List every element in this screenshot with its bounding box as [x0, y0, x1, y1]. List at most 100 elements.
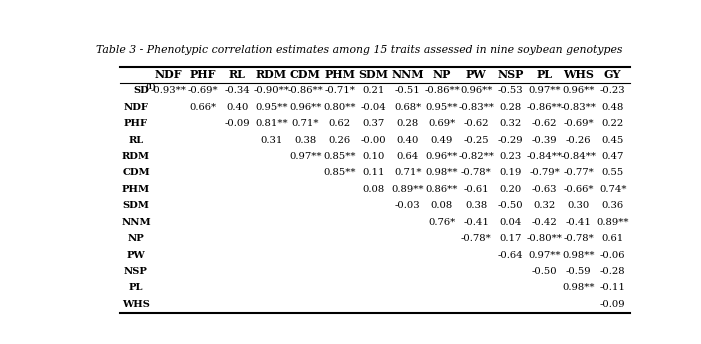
Text: 0.81**: 0.81** — [255, 119, 287, 128]
Text: 0.96**: 0.96** — [290, 103, 322, 112]
Text: 0.23: 0.23 — [499, 152, 522, 161]
Text: 0.36: 0.36 — [601, 201, 624, 210]
Text: -0.79*: -0.79* — [529, 169, 560, 178]
Text: 0.31: 0.31 — [260, 136, 283, 144]
Text: -0.53: -0.53 — [498, 86, 523, 95]
Text: -0.39: -0.39 — [531, 136, 557, 144]
Text: 0.98**: 0.98** — [562, 283, 595, 292]
Text: 0.04: 0.04 — [499, 218, 522, 227]
Text: -0.66*: -0.66* — [564, 185, 594, 194]
Text: 0.21: 0.21 — [362, 86, 385, 95]
Text: 0.38: 0.38 — [465, 201, 487, 210]
Text: -0.00: -0.00 — [361, 136, 386, 144]
Text: -0.78*: -0.78* — [563, 234, 594, 243]
Text: 0.68*: 0.68* — [394, 103, 421, 112]
Text: 0.22: 0.22 — [601, 119, 624, 128]
Text: 0.76*: 0.76* — [428, 218, 456, 227]
Text: PHF: PHF — [124, 119, 148, 128]
Text: 0.85**: 0.85** — [323, 169, 356, 178]
Text: 0.71*: 0.71* — [394, 169, 421, 178]
Text: 0.64: 0.64 — [397, 152, 419, 161]
Text: 0.47: 0.47 — [601, 152, 624, 161]
Text: -0.77*: -0.77* — [563, 169, 594, 178]
Text: NNM: NNM — [121, 218, 151, 227]
Text: NDF: NDF — [155, 69, 183, 80]
Text: 0.38: 0.38 — [294, 136, 317, 144]
Text: 0.96**: 0.96** — [562, 86, 594, 95]
Text: -0.41: -0.41 — [463, 218, 489, 227]
Text: 0.89**: 0.89** — [597, 218, 629, 227]
Text: -0.62: -0.62 — [531, 119, 557, 128]
Text: 0.86**: 0.86** — [426, 185, 458, 194]
Text: PHF: PHF — [190, 69, 216, 80]
Text: 0.26: 0.26 — [329, 136, 350, 144]
Text: -0.23: -0.23 — [600, 86, 625, 95]
Text: 0.20: 0.20 — [499, 185, 522, 194]
Text: NP: NP — [433, 69, 451, 80]
Text: -0.06: -0.06 — [600, 250, 625, 259]
Text: 0.32: 0.32 — [499, 119, 522, 128]
Text: -0.80**: -0.80** — [526, 234, 562, 243]
Text: 0.28: 0.28 — [397, 119, 419, 128]
Text: -0.62: -0.62 — [463, 119, 489, 128]
Text: 0.40: 0.40 — [226, 103, 248, 112]
Text: 0.49: 0.49 — [431, 136, 453, 144]
Text: NSP: NSP — [124, 267, 148, 276]
Text: -0.29: -0.29 — [498, 136, 523, 144]
Text: -0.09: -0.09 — [224, 119, 250, 128]
Text: -0.41: -0.41 — [566, 218, 592, 227]
Text: 0.40: 0.40 — [397, 136, 419, 144]
Text: 0.08: 0.08 — [431, 201, 453, 210]
Text: 0.74*: 0.74* — [599, 185, 627, 194]
Text: -0.86**: -0.86** — [424, 86, 460, 95]
Text: 0.80**: 0.80** — [323, 103, 356, 112]
Text: RDM: RDM — [256, 69, 287, 80]
Text: -0.63: -0.63 — [531, 185, 557, 194]
Text: -0.61: -0.61 — [463, 185, 489, 194]
Text: -0.71*: -0.71* — [324, 86, 355, 95]
Text: 0.10: 0.10 — [362, 152, 385, 161]
Text: -0.50: -0.50 — [498, 201, 523, 210]
Text: 0.37: 0.37 — [362, 119, 385, 128]
Text: (1): (1) — [146, 83, 156, 91]
Text: -0.69*: -0.69* — [188, 86, 218, 95]
Text: 0.95**: 0.95** — [255, 103, 287, 112]
Text: CDM: CDM — [122, 169, 150, 178]
Text: NNM: NNM — [392, 69, 424, 80]
Text: PW: PW — [465, 69, 486, 80]
Text: -0.84**: -0.84** — [526, 152, 562, 161]
Text: 0.19: 0.19 — [499, 169, 522, 178]
Text: -0.69*: -0.69* — [564, 119, 594, 128]
Text: -0.09: -0.09 — [600, 300, 625, 309]
Text: 0.97**: 0.97** — [528, 250, 561, 259]
Text: SDM: SDM — [359, 69, 388, 80]
Text: -0.59: -0.59 — [566, 267, 592, 276]
Text: -0.26: -0.26 — [566, 136, 592, 144]
Text: 0.61: 0.61 — [601, 234, 624, 243]
Text: 0.97**: 0.97** — [289, 152, 322, 161]
Text: 0.98**: 0.98** — [562, 250, 595, 259]
Text: -0.82**: -0.82** — [458, 152, 494, 161]
Text: 0.96**: 0.96** — [460, 86, 492, 95]
Text: NSP: NSP — [497, 69, 524, 80]
Text: 0.95**: 0.95** — [426, 103, 458, 112]
Text: PW: PW — [127, 250, 145, 259]
Text: 0.96**: 0.96** — [426, 152, 458, 161]
Text: -0.04: -0.04 — [361, 103, 386, 112]
Text: PHM: PHM — [122, 185, 150, 194]
Text: -0.28: -0.28 — [600, 267, 625, 276]
Text: -0.86**: -0.86** — [287, 86, 323, 95]
Text: -0.50: -0.50 — [531, 267, 557, 276]
Text: -0.78*: -0.78* — [461, 169, 491, 178]
Text: 0.11: 0.11 — [362, 169, 385, 178]
Text: 0.17: 0.17 — [499, 234, 522, 243]
Text: PL: PL — [129, 283, 143, 292]
Text: 0.66*: 0.66* — [189, 103, 217, 112]
Text: RDM: RDM — [122, 152, 150, 161]
Text: 0.71*: 0.71* — [292, 119, 319, 128]
Text: 0.08: 0.08 — [362, 185, 385, 194]
Text: 0.45: 0.45 — [601, 136, 624, 144]
Text: -0.86**: -0.86** — [526, 103, 562, 112]
Text: GY: GY — [604, 69, 622, 80]
Text: -0.78*: -0.78* — [461, 234, 491, 243]
